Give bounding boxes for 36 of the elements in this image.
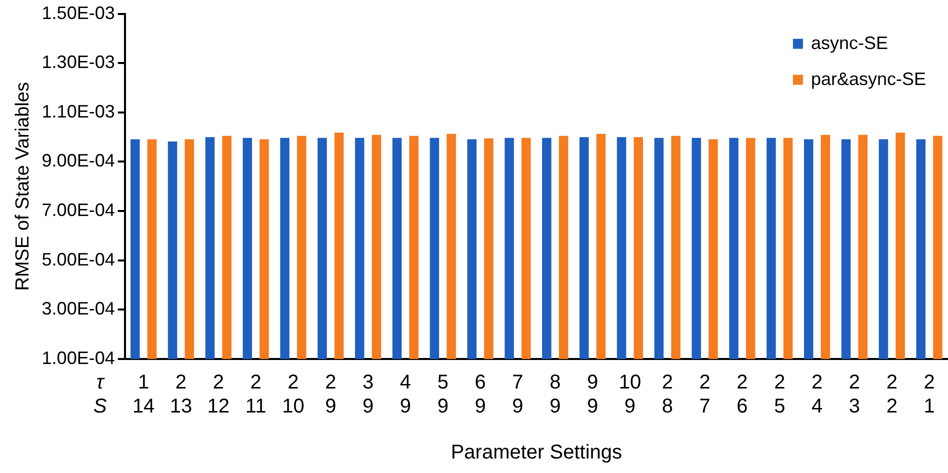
legend-label: async-SE bbox=[810, 32, 888, 53]
x-tick-label: 2 1 bbox=[924, 372, 935, 418]
y-axis-title: RMSE of State Variables bbox=[12, 82, 34, 291]
y-tick-label: 3.00E-04 bbox=[42, 298, 115, 319]
x-tick-label: 2 13 bbox=[170, 372, 192, 418]
y-tick-label: 1.30E-03 bbox=[42, 52, 115, 72]
x-tick-label: 2 3 bbox=[848, 372, 860, 418]
x-axis-title: Parameter Settings bbox=[450, 442, 622, 464]
x-tick-label: 2 7 bbox=[699, 372, 710, 418]
y-tick-label: 5.00E-04 bbox=[42, 249, 115, 270]
x-tick-label: 9 9 bbox=[586, 372, 598, 418]
legend-label: par&async-SE bbox=[810, 68, 926, 89]
x-tick-label: 1 14 bbox=[132, 372, 155, 418]
x-tick-label: 8 9 bbox=[550, 372, 561, 418]
x-tick-label: 2 11 bbox=[245, 372, 266, 418]
x-tick-label: 2 2 bbox=[886, 372, 898, 418]
x-tick-label: 2 10 bbox=[282, 372, 304, 418]
x-tick-label: 2 6 bbox=[736, 372, 748, 418]
x-tick-label: 2 9 bbox=[325, 372, 336, 418]
x-tick-label: 4 9 bbox=[400, 372, 412, 418]
y-tick-label: 1.00E-04 bbox=[42, 348, 115, 368]
y-tick-label: 9.00E-04 bbox=[42, 150, 115, 171]
y-tick-label: 1.50E-03 bbox=[42, 2, 115, 23]
x-tick-label: 6 9 bbox=[474, 372, 486, 418]
x-tick-label: 2 5 bbox=[774, 372, 786, 418]
x-tick-label: 10 9 bbox=[618, 372, 642, 418]
x-tick-label: 5 9 bbox=[437, 372, 448, 418]
x-tick-label: 3 9 bbox=[362, 372, 374, 418]
y-tick-label: 7.00E-04 bbox=[42, 200, 115, 220]
x-tick-label: 2 12 bbox=[207, 372, 230, 418]
text: S bbox=[93, 396, 108, 418]
x-tick-label: 2 4 bbox=[811, 372, 823, 418]
x-tick-label: 2 8 bbox=[662, 372, 673, 418]
text: τ bbox=[96, 372, 106, 394]
x-tick-label: 7 9 bbox=[512, 372, 524, 418]
y-tick-label: 1.10E-03 bbox=[42, 101, 115, 122]
